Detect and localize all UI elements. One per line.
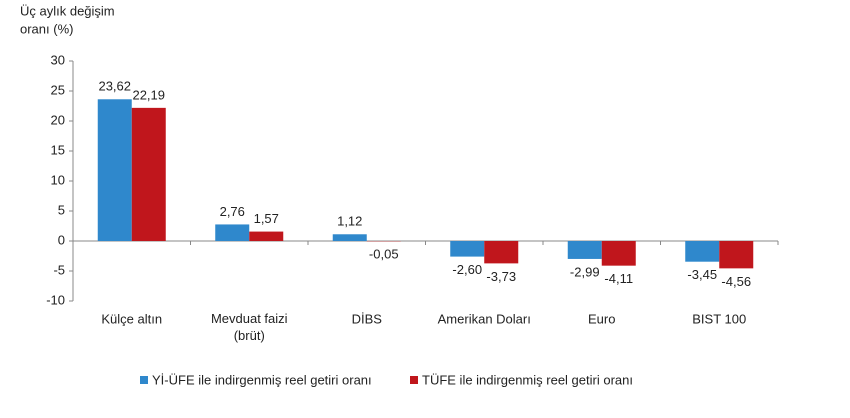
bar bbox=[215, 224, 250, 241]
data-label: 23,62 bbox=[98, 79, 131, 94]
x-tick-label: Külçe altın bbox=[101, 311, 162, 326]
data-label: -4,56 bbox=[721, 274, 751, 289]
bar bbox=[332, 234, 367, 241]
data-label: -0,05 bbox=[369, 247, 399, 262]
data-label: -3,45 bbox=[687, 267, 717, 282]
x-tick-label: Mevduat faizi (brüt) bbox=[211, 311, 288, 343]
legend-label: TÜFE ile indirgenmiş reel getiri oranı bbox=[422, 372, 633, 387]
data-label: -3,73 bbox=[486, 269, 516, 284]
y-tick-label: 10 bbox=[51, 172, 65, 187]
y-tick-label: 30 bbox=[51, 52, 65, 67]
legend-swatch bbox=[410, 376, 418, 384]
data-label: 22,19 bbox=[132, 87, 165, 102]
y-tick-label: 20 bbox=[51, 112, 65, 127]
bar bbox=[719, 241, 754, 269]
data-label: -2,60 bbox=[452, 262, 482, 277]
data-label: -2,99 bbox=[570, 264, 600, 279]
bar bbox=[450, 241, 485, 257]
x-tick-label: Euro bbox=[588, 311, 615, 326]
y-tick-label: -5 bbox=[53, 262, 65, 277]
bar bbox=[685, 241, 720, 262]
y-axis-title: oranı (%) bbox=[20, 21, 73, 36]
bar bbox=[97, 99, 132, 241]
y-tick-label: -10 bbox=[46, 292, 65, 307]
x-tick-label: Amerikan Doları bbox=[438, 311, 531, 326]
y-tick-label: 25 bbox=[51, 82, 65, 97]
data-label: 1,57 bbox=[254, 211, 279, 226]
y-tick-label: 15 bbox=[51, 142, 65, 157]
legend-swatch bbox=[140, 376, 148, 384]
data-label: 1,12 bbox=[337, 214, 362, 229]
bar bbox=[131, 107, 166, 241]
x-tick-label: DİBS bbox=[352, 311, 383, 326]
data-label: -4,11 bbox=[604, 271, 633, 286]
legend-label: Yİ-ÜFE ile indirgenmiş reel getiri oranı bbox=[152, 372, 372, 387]
bar bbox=[249, 231, 284, 241]
y-tick-label: 0 bbox=[58, 232, 65, 247]
data-label: 2,76 bbox=[220, 204, 245, 219]
x-tick-label: BIST 100 bbox=[692, 311, 746, 326]
bar bbox=[567, 241, 602, 259]
y-axis-title: Üç aylık değişim bbox=[20, 3, 115, 18]
bar bbox=[601, 241, 636, 266]
bar bbox=[484, 241, 519, 264]
y-tick-label: 5 bbox=[58, 202, 65, 217]
